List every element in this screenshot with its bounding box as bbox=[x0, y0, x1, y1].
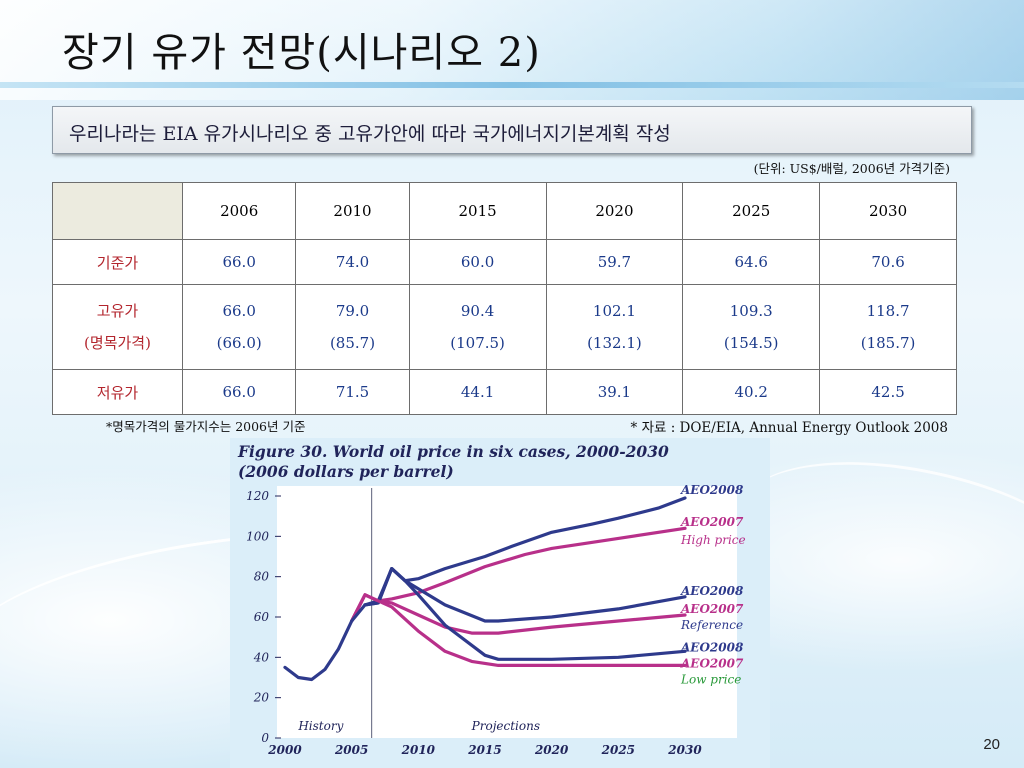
figure-title: Figure 30. World oil price in six cases,… bbox=[238, 442, 669, 482]
column-header: 2020 bbox=[545, 182, 684, 240]
projections-annotation: Projections bbox=[471, 719, 540, 733]
subtitle-text: 우리나라는 EIA 유가시나리오 중 고유가안에 따라 국가에너지기본계획 작성 bbox=[69, 123, 671, 145]
series-line-low-aeo2008 bbox=[363, 567, 687, 661]
real-price: 66.0 bbox=[222, 302, 256, 320]
real-price: 90.4 bbox=[460, 302, 495, 320]
table-cell: 59.7 bbox=[545, 239, 684, 285]
table-cell: 66.0 bbox=[181, 369, 297, 415]
row-label-sub: (명목가격) bbox=[84, 334, 151, 352]
table-cell: 66.0 (66.0) bbox=[181, 284, 297, 370]
subtitle-box: 우리나라는 EIA 유가시나리오 중 고유가안에 따라 국가에너지기본계획 작성 bbox=[52, 106, 972, 154]
case-label-high-aeo2008: AEO2008 bbox=[680, 483, 744, 497]
title-band bbox=[0, 0, 1024, 100]
table-cell: 109.3 (154.5) bbox=[682, 284, 821, 370]
real-price: 79.0 bbox=[335, 302, 370, 320]
x-tick-label: 2015 bbox=[467, 743, 501, 757]
table-cell: 42.5 bbox=[819, 369, 957, 415]
x-tick-label: 2025 bbox=[601, 743, 635, 757]
y-tick-label: 0 bbox=[261, 731, 269, 745]
plot-area bbox=[277, 486, 737, 738]
column-header: 2015 bbox=[408, 182, 547, 240]
footnote-index: *명목가격의 물가지수는 2006년 기준 bbox=[106, 419, 306, 434]
case-label-low-label: Low price bbox=[680, 672, 741, 686]
table-cell: 118.7 (185.7) bbox=[819, 284, 957, 370]
case-label-low-aeo2008: AEO2008 bbox=[680, 640, 744, 654]
series-line-history bbox=[283, 603, 367, 682]
x-tick-label: 2000 bbox=[267, 743, 302, 757]
slide-title: 장기 유가 전망(시나리오 2) bbox=[62, 30, 541, 76]
oil-price-table: 2006 2010 2015 2020 2025 2030 기준가 66.0 7… bbox=[52, 182, 957, 415]
table-cell: 79.0 (85.7) bbox=[295, 284, 410, 370]
x-tick-label: 2010 bbox=[401, 743, 436, 757]
table-row: 기준가 66.0 74.0 60.0 59.7 64.6 70.6 bbox=[52, 239, 957, 285]
series-line-low-aeo2007 bbox=[350, 593, 687, 667]
table-header-row: 2006 2010 2015 2020 2025 2030 bbox=[52, 182, 957, 240]
nominal-price: (185.7) bbox=[860, 334, 916, 352]
y-tick-label: 40 bbox=[253, 650, 270, 664]
row-label: 저유가 bbox=[52, 369, 183, 415]
column-header: 2010 bbox=[295, 182, 410, 240]
table-cell: 64.6 bbox=[682, 239, 821, 285]
table-cell: 39.1 bbox=[545, 369, 684, 415]
case-label-high-aeo2007: AEO2007 bbox=[680, 515, 744, 529]
column-header: 2025 bbox=[682, 182, 821, 240]
x-tick-label: 2030 bbox=[667, 743, 702, 757]
table-row: 저유가 66.0 71.5 44.1 39.1 40.2 42.5 bbox=[52, 369, 957, 415]
page-number: 20 bbox=[983, 736, 1000, 753]
case-label-reference-aeo2008: AEO2008 bbox=[680, 584, 744, 598]
nominal-price: (107.5) bbox=[450, 334, 505, 352]
figure-title-line1: Figure 30. World oil price in six cases,… bbox=[238, 442, 669, 461]
table-row: 고유가 (명목가격) 66.0 (66.0) 79.0 (85.7) 90.4 … bbox=[52, 284, 957, 370]
nominal-price: (85.7) bbox=[329, 334, 376, 352]
row-label-main: 고유가 bbox=[96, 302, 139, 320]
x-tick-label: 2005 bbox=[334, 743, 368, 757]
y-tick-label: 120 bbox=[246, 489, 269, 503]
oil-price-chart: 0 20 40 60 80 100 120 2000 2005 2010 2015 2020 2025 2… bbox=[246, 483, 746, 757]
row-label: 기준가 bbox=[52, 239, 183, 285]
case-label-reference-aeo2007: AEO2007 bbox=[680, 602, 744, 616]
table-cell: 66.0 bbox=[181, 239, 297, 285]
real-price: 118.7 bbox=[866, 302, 910, 320]
y-tick-label: 20 bbox=[253, 691, 270, 705]
figure-title-line2: (2006 dollars per barrel) bbox=[238, 462, 454, 481]
table-cell: 40.2 bbox=[682, 369, 821, 415]
table-cell: 74.0 bbox=[295, 239, 410, 285]
column-header: 2006 bbox=[181, 182, 297, 240]
source-note: * 자료 : DOE/EIA, Annual Energy Outlook 20… bbox=[630, 420, 948, 436]
case-label-reference-label: Reference bbox=[680, 618, 743, 632]
column-header: 2030 bbox=[819, 182, 957, 240]
table-corner-cell bbox=[52, 182, 183, 240]
table-cell: 70.6 bbox=[819, 239, 957, 285]
table-cell: 90.4 (107.5) bbox=[408, 284, 547, 370]
table-cell: 44.1 bbox=[408, 369, 547, 415]
x-tick-label: 2020 bbox=[534, 743, 569, 757]
nominal-price: (132.1) bbox=[587, 334, 642, 352]
row-label: 고유가 (명목가격) bbox=[52, 284, 183, 370]
y-tick-label: 100 bbox=[246, 529, 269, 543]
nominal-price: (66.0) bbox=[216, 334, 262, 352]
table-cell: 102.1 (132.1) bbox=[545, 284, 684, 370]
history-annotation: History bbox=[297, 719, 343, 733]
case-label-high-label: High price bbox=[680, 533, 746, 547]
y-tick-label: 60 bbox=[254, 610, 270, 624]
nominal-price: (154.5) bbox=[723, 334, 779, 352]
oil-price-figure: Figure 30. World oil price in six cases,… bbox=[230, 438, 770, 768]
y-tick-label: 80 bbox=[254, 570, 270, 584]
table-cell: 60.0 bbox=[408, 239, 547, 285]
case-label-low-aeo2007: AEO2007 bbox=[680, 656, 744, 670]
real-price: 102.1 bbox=[592, 302, 636, 320]
real-price: 109.3 bbox=[729, 302, 773, 320]
table-cell: 71.5 bbox=[295, 369, 410, 415]
unit-note: (단위: US$/배럴, 2006년 가격기준) bbox=[753, 161, 950, 176]
